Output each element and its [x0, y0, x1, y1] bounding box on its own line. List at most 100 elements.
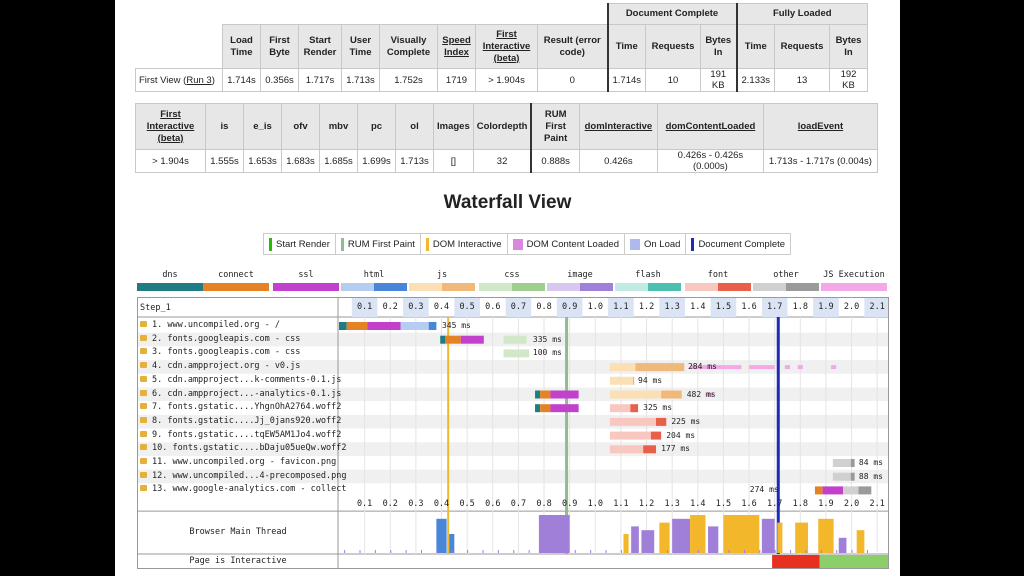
run-3-link[interactable]: Run 3: [186, 74, 212, 86]
main-thread-activity: [538, 515, 570, 553]
row-bg: [138, 401, 888, 415]
main-thread-tick: [528, 550, 530, 553]
request-row-label[interactable]: 7. fonts.gstatic....YhgnOhA2764.woff2: [140, 401, 341, 414]
t1-value-12: 13: [774, 68, 830, 92]
type-swatch: [685, 283, 751, 291]
request-row-label[interactable]: 4. cdn.ampproject.org - v0.js: [140, 360, 300, 373]
main-thread-tick: [759, 550, 761, 553]
legend-swatch-5: [691, 237, 695, 251]
request-duration: 284 ms: [687, 362, 717, 372]
legend-item-2: DOM Interactive: [419, 233, 508, 255]
request-url: 4. cdn.ampproject.org - v0.js: [152, 361, 301, 372]
t2-value-1: 1.555s: [205, 149, 244, 173]
request-row-label[interactable]: 12. www.uncompiled...4-precomposed.png: [140, 470, 346, 483]
main-thread-tick: [805, 550, 807, 553]
time-tick-bottom: 0.3: [408, 499, 424, 510]
lock-icon: [140, 334, 147, 341]
time-tick-bottom: 0.4: [433, 499, 450, 510]
row-bg: [138, 387, 888, 402]
request-duration: 177 ms: [661, 444, 690, 454]
t1-header-0: Load Time: [222, 24, 261, 69]
request-row-label[interactable]: 5. cdn.ampproject...k-comments-0.1.js: [140, 374, 341, 387]
request-url: 10. fonts.gstatic....bDaju05ueQw.woff2: [152, 443, 347, 454]
type-label: connect: [218, 270, 254, 280]
webpagetest-results-page: Document Complete Fully Loaded Load Time…: [115, 0, 900, 576]
js-execution-segment: [797, 365, 803, 370]
request-row-label[interactable]: 9. fonts.gstatic....tqEW5AM1Jo4.woff2: [140, 429, 341, 442]
legend-label-5: Document Complete: [698, 238, 786, 250]
request-row-label[interactable]: 13. www.google-analytics.com - collect: [140, 483, 346, 496]
main-thread-tick: [574, 550, 576, 553]
time-tick-top: 0.8: [536, 302, 552, 312]
time-tick-top: 1.9: [818, 302, 834, 312]
lock-icon: [140, 403, 147, 410]
t1-header-11: Time: [735, 24, 775, 69]
main-thread-activity: [641, 530, 655, 553]
request-bar-segment: [367, 322, 401, 330]
request-bar-segment: [503, 335, 527, 344]
request-bar-segment: [632, 376, 635, 385]
legend-label-2: DOM Interactive: [432, 238, 502, 250]
request-bar-segment: [339, 322, 347, 330]
t2-header-8: Colordepth: [472, 103, 532, 150]
row-bg: [138, 456, 888, 470]
t2-header-11[interactable]: domContentLoaded: [656, 103, 764, 150]
main-thread-tick: [620, 550, 622, 553]
t1-header-6[interactable]: First Interactive (beta): [475, 24, 538, 69]
request-row-label[interactable]: 2. fonts.googleapis.com - css: [140, 333, 300, 346]
request-duration: 84 ms: [858, 458, 883, 467]
main-thread-tick: [636, 550, 638, 553]
request-row-label[interactable]: 3. fonts.googleapis.com - css: [140, 346, 300, 359]
type-swatch: [821, 283, 887, 291]
lock-icon: [140, 471, 147, 478]
row-bg: [138, 469, 888, 484]
request-duration: 88 ms: [858, 471, 883, 481]
detail-metrics-table: First Interactive (beta) is e_is ofv mbv pc ol…: [135, 103, 878, 173]
request-bar-segment: [843, 486, 859, 495]
request-bar-segment: [858, 486, 872, 495]
legend-item-0: Start Render: [263, 233, 336, 255]
lock-icon: [140, 389, 147, 396]
main-thread-tick: [866, 550, 868, 553]
request-url: 3. fonts.googleapis.com - css: [152, 347, 301, 358]
time-tick-top: 1.1: [613, 302, 629, 312]
row-bg: [138, 360, 888, 374]
t1-value-10: 191 KB: [700, 68, 737, 92]
t2-header-7: Images: [433, 103, 474, 150]
t2-header-12[interactable]: loadEvent: [762, 103, 878, 150]
request-bar-segment: [832, 459, 851, 467]
t2-header-10[interactable]: domInteractive: [578, 103, 658, 150]
time-tick-bottom: 2.1: [869, 499, 885, 510]
main-thread-tick: [728, 550, 730, 553]
t2-value-2: 1.653s: [243, 149, 282, 173]
request-duration: 325 ms: [643, 403, 673, 413]
request-url: 12. www.uncompiled...4-precomposed.png: [152, 470, 347, 481]
request-bar-segment: [661, 390, 682, 399]
request-bar-segment: [822, 486, 844, 495]
js-execution-segment: [749, 365, 775, 370]
type-js-execution: JS Execution: [821, 270, 887, 291]
request-row-label[interactable]: 11. www.uncompiled.org - favicon.png: [140, 456, 336, 469]
request-row-label[interactable]: 6. cdn.ampproject...-analytics-0.1.js: [140, 388, 341, 401]
row-bg: [138, 373, 888, 388]
request-row-label[interactable]: 10. fonts.gstatic....bDaju05ueQw.woff2: [140, 442, 346, 455]
request-row-label[interactable]: 1. www.uncompiled.org - /: [140, 319, 280, 332]
type-connect: connect: [203, 270, 269, 291]
lock-icon: [140, 458, 147, 464]
time-tick-top: 0.9: [561, 302, 578, 312]
request-bar-segment: [550, 390, 579, 399]
type-label: font: [707, 270, 729, 280]
request-row-label[interactable]: 8. fonts.gstatic....Jj_0jans920.woff2: [140, 415, 341, 428]
request-url: 2. fonts.googleapis.com - css: [152, 333, 301, 344]
time-tick-bottom: 1.3: [664, 499, 680, 510]
main-thread-activity: [708, 526, 719, 553]
time-tick-top: 0.1: [356, 302, 373, 312]
main-thread-tick: [451, 550, 453, 553]
t2-header-0[interactable]: First Interactive (beta): [135, 103, 206, 150]
legend-item-5: Document Complete: [685, 233, 792, 255]
t1-value-13: 192 KB: [829, 68, 868, 92]
lock-icon: [140, 362, 147, 369]
t1-header-5[interactable]: Speed Index: [437, 24, 476, 69]
main-thread-activity: [723, 515, 760, 553]
main-thread-tick: [421, 550, 423, 553]
